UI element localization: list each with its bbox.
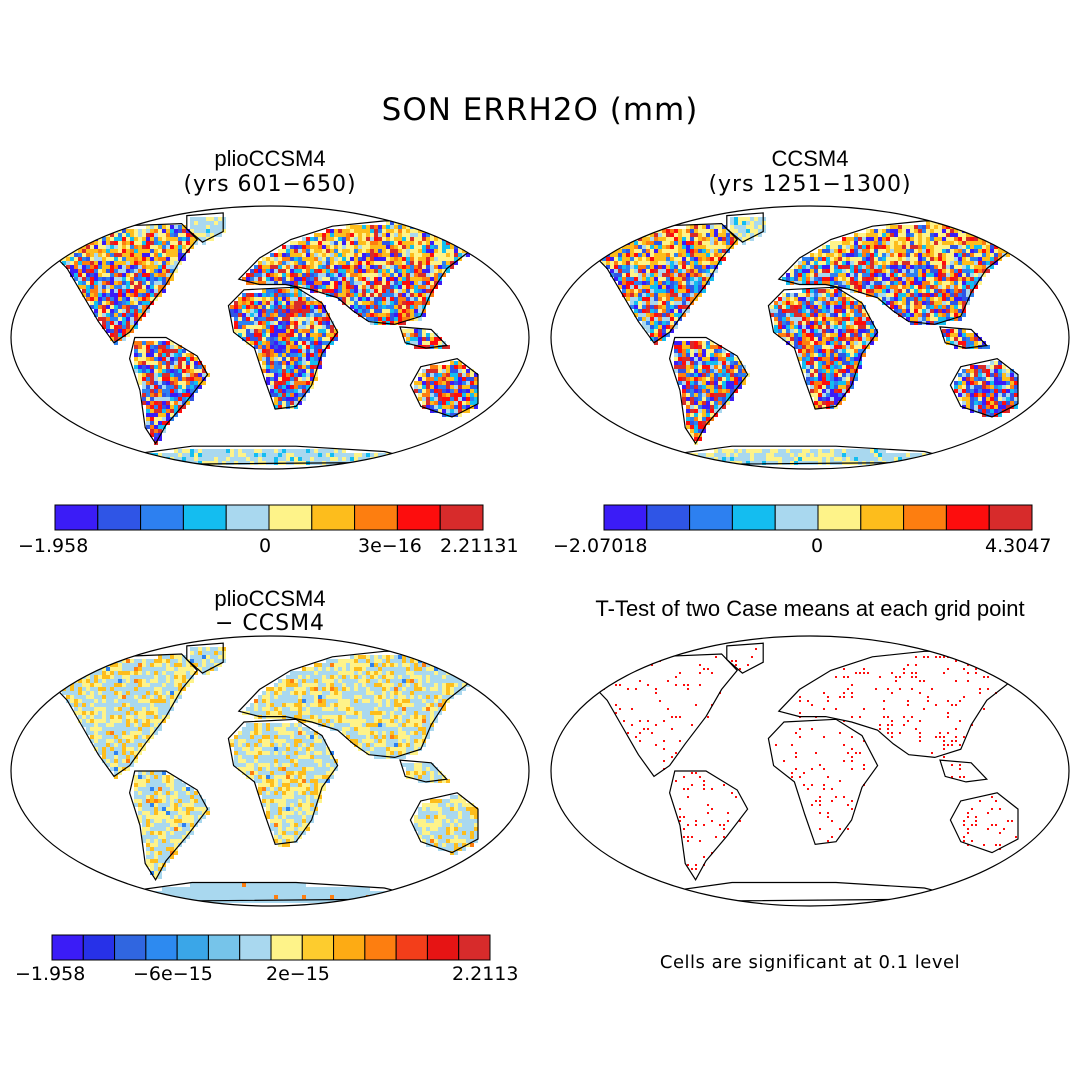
panel-plio-subtitle: (yrs 601−650) — [183, 172, 357, 197]
cb-ccsm4-label-max: 4.3047 — [985, 535, 1052, 557]
map-difference — [10, 635, 530, 907]
colorbar-swatch — [646, 504, 691, 531]
colorbar-swatch — [426, 934, 460, 961]
colorbar-swatch — [774, 504, 819, 531]
colorbar-swatch — [182, 504, 227, 531]
cb-plio-label-min: −1.958 — [18, 535, 89, 557]
cb-plio-label-max: 2.21131 — [440, 535, 519, 557]
colorbar-ccsm4 — [603, 504, 1033, 531]
colorbar-swatch — [458, 934, 491, 961]
colorbar-swatch — [860, 504, 905, 531]
colorbar-swatch — [176, 934, 209, 961]
colorbar-swatch — [817, 504, 862, 531]
colorbar-swatch — [395, 934, 428, 961]
colorbar-swatch — [903, 504, 947, 531]
colorbar-swatch — [54, 504, 99, 531]
colorbar-swatch — [225, 504, 270, 531]
colorbar-swatch — [268, 504, 313, 531]
map-plio — [10, 205, 530, 470]
cb-plio-label-zero: 0 — [259, 535, 272, 557]
panel-plio-title: plioCCSM4 — [214, 146, 326, 171]
cb-ccsm4-label-zero: 0 — [811, 535, 824, 557]
cb-ccsm4-label-min: −2.07018 — [553, 535, 648, 557]
colorbar-swatch — [239, 934, 272, 961]
colorbar-swatch — [97, 504, 142, 531]
colorbar-swatch — [140, 504, 184, 531]
colorbar-swatch — [731, 504, 776, 531]
figure-title: SON ERRH2O (mm) — [381, 92, 699, 128]
cb-diff-label-max: 2.2113 — [452, 963, 519, 985]
colorbar-swatch — [51, 934, 84, 961]
panel-diff-subtitle: − CCSM4 — [214, 611, 326, 636]
colorbar-swatch — [82, 934, 116, 961]
colorbar-swatch — [207, 934, 241, 961]
colorbar-swatch — [988, 504, 1033, 531]
colorbar-difference — [51, 934, 491, 961]
colorbar-swatch — [301, 934, 335, 961]
map-ttest — [550, 635, 1070, 907]
panel-ttest-title: T-Test of two Case means at each grid po… — [595, 596, 1025, 621]
colorbar-swatch — [145, 934, 178, 961]
colorbar-plio — [54, 504, 484, 531]
colorbar-swatch — [114, 934, 147, 961]
cb-diff-label-neg: −6e−15 — [133, 963, 213, 985]
significance-note: Cells are significant at 0.1 level — [659, 952, 961, 973]
cb-plio-label-mid: 3e−16 — [358, 535, 422, 557]
colorbar-swatch — [945, 504, 990, 531]
colorbar-swatch — [439, 504, 484, 531]
colorbar-swatch — [364, 934, 397, 961]
panel-diff-title: plioCCSM4 — [214, 586, 326, 611]
colorbar-swatch — [396, 504, 441, 531]
panel-ccsm4-subtitle: (yrs 1251−1300) — [708, 172, 912, 197]
map-ccsm4 — [550, 205, 1070, 470]
colorbar-swatch — [689, 504, 733, 531]
colorbar-swatch — [354, 504, 398, 531]
colorbar-swatch — [270, 934, 303, 961]
cb-diff-label-pos: 2e−15 — [266, 963, 330, 985]
cb-diff-label-min: −1.958 — [15, 963, 86, 985]
panel-ccsm4-title: CCSM4 — [771, 146, 849, 171]
colorbar-swatch — [333, 934, 366, 961]
colorbar-swatch — [311, 504, 356, 531]
colorbar-swatch — [603, 504, 648, 531]
